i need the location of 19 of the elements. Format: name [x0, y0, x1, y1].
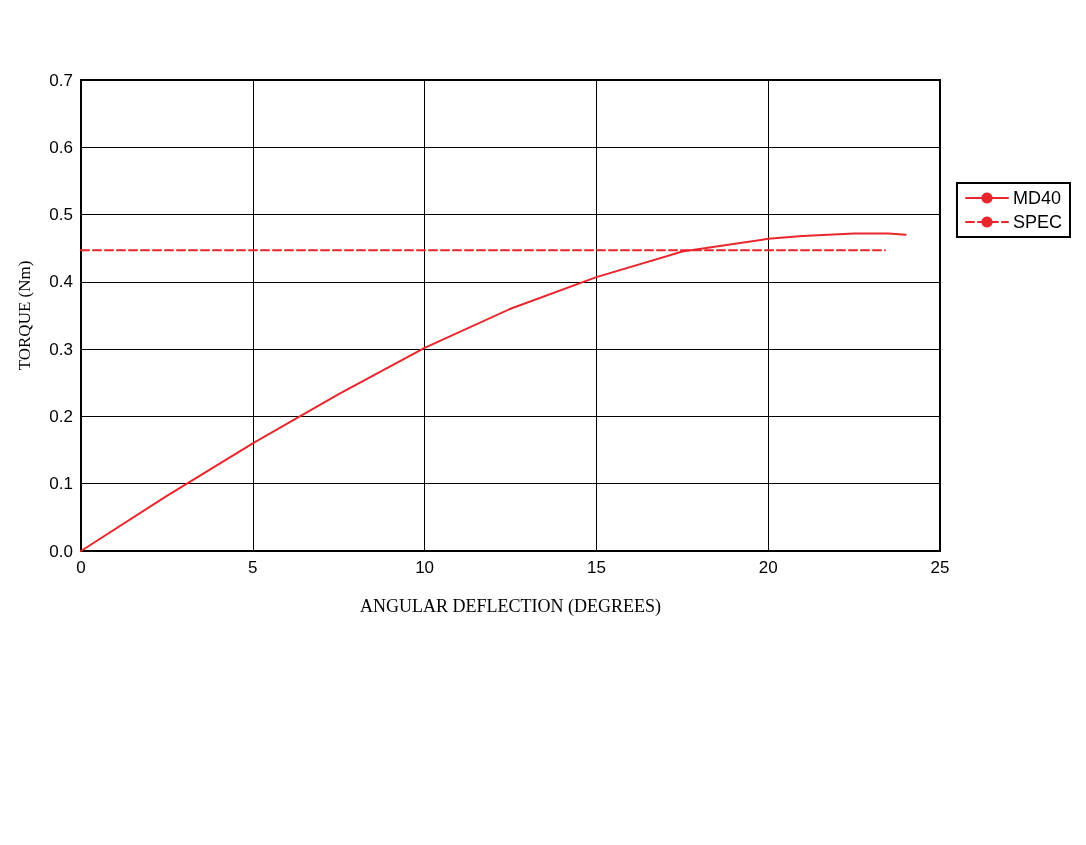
legend-label: SPEC	[1012, 212, 1063, 232]
y-tick-label: 0.7	[49, 70, 73, 90]
y-tick-label: 0.1	[49, 474, 73, 494]
x-tick-label: 20	[758, 558, 778, 577]
x-axis-title: ANGULAR DEFLECTION (DEGREES)	[360, 596, 661, 617]
x-tick-label: 10	[415, 558, 435, 577]
x-tick-label: 25	[930, 558, 950, 577]
y-tick-label: 0.3	[49, 339, 73, 359]
x-tick-label: 5	[248, 558, 258, 577]
y-tick-label: 0.2	[49, 406, 73, 426]
y-tick-label: 0.5	[49, 205, 73, 225]
y-tick-label: 0.4	[49, 272, 73, 292]
y-tick-label: 0.6	[49, 137, 73, 157]
y-tick-label: 0.0	[49, 541, 73, 561]
x-tick-label: 0	[76, 558, 86, 577]
legend-label: MD40	[1012, 188, 1061, 208]
line-series	[80, 232, 907, 552]
x-tick-label: 15	[586, 558, 606, 577]
y-axis-title: TORQUE (Nm)	[15, 260, 34, 371]
